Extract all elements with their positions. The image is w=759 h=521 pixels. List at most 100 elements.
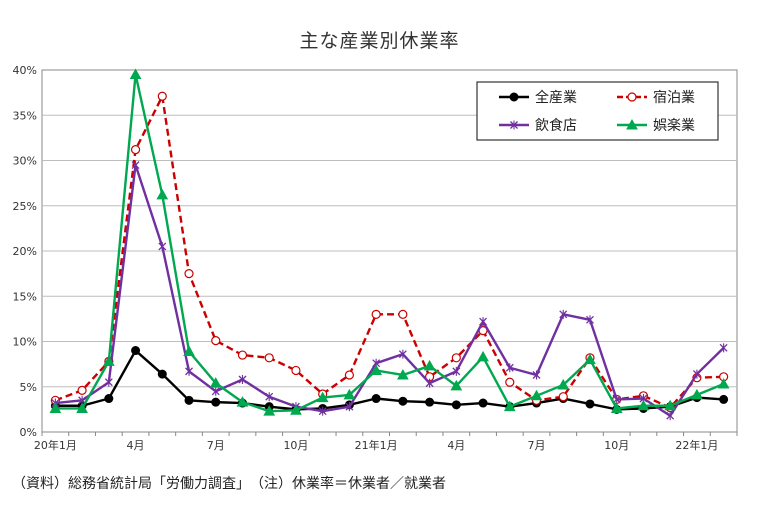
x-tick-label: 10月 <box>283 439 308 452</box>
data-point <box>129 68 142 80</box>
data-point <box>397 368 409 380</box>
data-point <box>131 160 140 170</box>
data-point <box>664 399 677 411</box>
data-point <box>131 346 141 356</box>
data-point <box>237 350 248 360</box>
data-point <box>557 378 570 390</box>
legend-marker <box>627 92 637 102</box>
data-point <box>76 402 88 413</box>
data-point <box>290 404 302 415</box>
x-tick-label: 20年1月 <box>34 438 77 452</box>
y-tick-label: 15% <box>13 290 37 303</box>
series-line <box>54 95 724 409</box>
data-point <box>130 145 141 155</box>
data-point <box>185 366 193 376</box>
legend-box <box>476 81 719 141</box>
y-tick-label: 25% <box>13 200 37 213</box>
data-point <box>425 378 434 388</box>
data-point <box>505 363 514 373</box>
data-point <box>451 353 461 363</box>
series-4 <box>49 68 730 416</box>
data-point <box>370 364 382 375</box>
legend-marker <box>626 118 638 130</box>
data-point <box>586 315 594 325</box>
data-point <box>610 402 623 413</box>
data-point <box>344 370 355 380</box>
data-point <box>263 405 276 416</box>
data-point <box>584 353 596 365</box>
x-tick-label: 7月 <box>528 439 546 452</box>
data-point <box>532 370 541 380</box>
data-point <box>478 398 488 408</box>
x-tick-label: 4月 <box>127 439 145 452</box>
data-point <box>585 399 595 409</box>
series-line <box>55 349 724 411</box>
legend-label: 飲食店 <box>535 117 577 134</box>
data-point <box>666 411 675 421</box>
y-tick-label: 5% <box>20 381 37 394</box>
data-point <box>477 350 489 362</box>
data-point <box>184 269 194 279</box>
x-tick-label: 4月 <box>447 439 465 452</box>
data-point <box>691 388 703 400</box>
data-point <box>398 396 408 406</box>
data-point <box>423 359 436 371</box>
data-point <box>719 343 728 353</box>
data-point <box>398 349 407 359</box>
data-point <box>102 355 115 366</box>
data-point <box>425 397 435 407</box>
legend-item: 娯楽業 <box>617 118 695 134</box>
data-point <box>209 377 222 388</box>
legend-item: 全産業 <box>499 89 577 106</box>
series-3 <box>51 160 728 421</box>
data-point <box>211 335 221 346</box>
data-point <box>717 378 730 389</box>
data-point <box>637 399 650 411</box>
legend-label: 娯楽業 <box>653 118 695 134</box>
legend-label: 全産業 <box>535 89 577 106</box>
data-point <box>183 345 195 356</box>
data-point <box>692 369 701 379</box>
x-tick-label: 21年1月 <box>355 438 398 452</box>
y-tick-label: 40% <box>13 64 37 77</box>
data-point <box>157 369 167 379</box>
data-point <box>371 394 381 404</box>
series-1 <box>50 346 729 414</box>
series-line <box>55 73 725 413</box>
y-tick-label: 20% <box>13 245 37 258</box>
data-point <box>184 395 194 405</box>
data-point <box>719 394 729 404</box>
x-tick-label: 22年1月 <box>675 438 718 452</box>
data-point <box>316 391 329 403</box>
source-note: （資料）総務省統計局「労働力調査」 （注）休業率＝休業者／就業者 <box>12 476 446 492</box>
y-tick-label: 10% <box>13 336 37 349</box>
data-point <box>236 396 249 407</box>
legend-marker <box>509 92 519 102</box>
data-point <box>104 394 114 404</box>
data-point <box>77 385 87 395</box>
data-point <box>265 392 274 402</box>
data-point <box>343 388 356 400</box>
data-point <box>452 366 461 376</box>
data-point <box>156 188 169 200</box>
data-point <box>157 91 167 101</box>
x-tick-label: 10月 <box>604 439 629 452</box>
data-point <box>559 309 568 319</box>
data-point <box>345 402 354 412</box>
data-point <box>398 309 408 319</box>
data-point <box>530 389 543 401</box>
data-point <box>479 317 488 327</box>
data-point <box>291 365 301 376</box>
chart-title: 主な産業別休業率 <box>299 30 460 52</box>
data-point <box>503 400 516 412</box>
y-tick-label: 30% <box>13 155 37 168</box>
data-point <box>49 402 62 413</box>
data-point <box>558 392 568 402</box>
legend-item: 飲食店 <box>499 117 577 134</box>
data-point <box>158 241 167 251</box>
series-layer <box>49 68 730 421</box>
data-point <box>264 353 274 363</box>
data-point <box>371 309 381 319</box>
